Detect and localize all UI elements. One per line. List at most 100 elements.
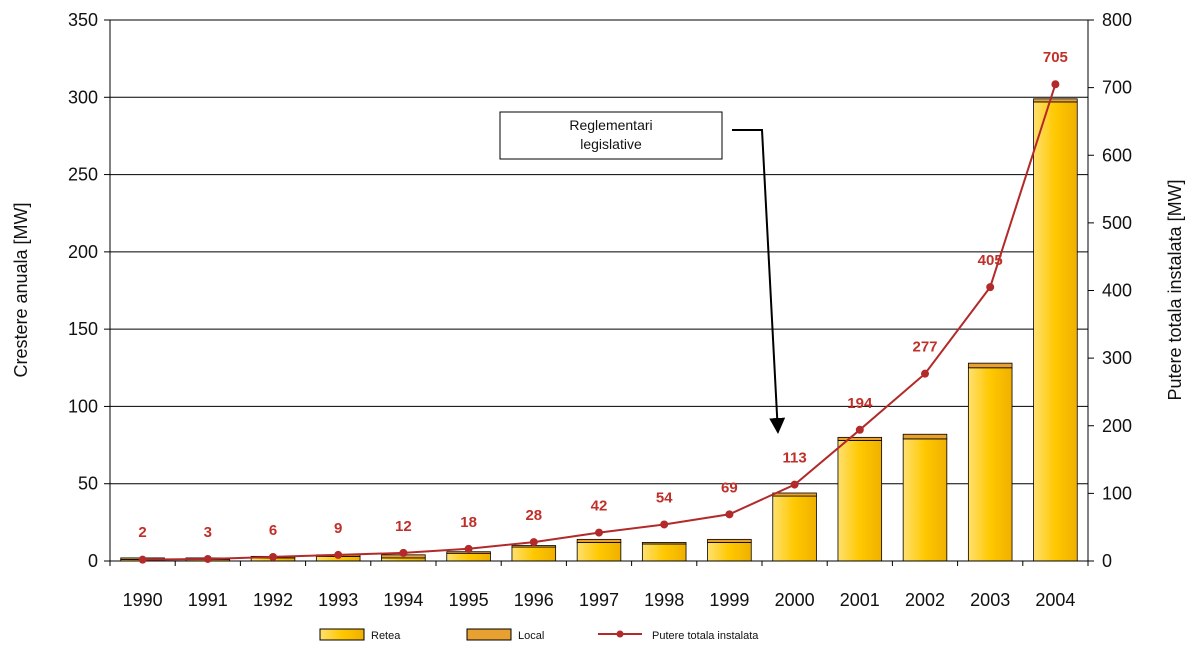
data-label-2002: 277 <box>912 339 937 356</box>
point-1998 <box>660 520 669 529</box>
bar-retea-1996 <box>511 546 557 562</box>
x-tick-2003: 2003 <box>970 590 1010 610</box>
y-tick-200: 200 <box>68 242 98 262</box>
legend-label-retea: Retea <box>371 630 401 642</box>
bar-local-2000 <box>772 492 817 497</box>
point-1990 <box>138 555 147 564</box>
point-2003 <box>986 283 995 292</box>
point-2002 <box>921 369 929 378</box>
data-label-2003: 405 <box>978 252 1003 269</box>
point-1996 <box>529 538 538 547</box>
legend-swatch-marker <box>616 630 624 638</box>
y2-tick-400: 400 <box>1102 281 1132 301</box>
bar-retea-2002 <box>902 438 948 562</box>
point-1994 <box>399 548 408 557</box>
point-2001 <box>855 425 864 434</box>
bar-local-2003 <box>967 362 1013 369</box>
bar-retea-2000 <box>772 495 817 562</box>
x-tick-2004: 2004 <box>1035 590 1075 610</box>
x-tick-2000: 2000 <box>775 590 815 610</box>
y-tick-300: 300 <box>68 87 98 107</box>
point-1992 <box>269 552 277 561</box>
x-tick-1994: 1994 <box>383 590 423 610</box>
line-series <box>138 80 1060 564</box>
y-tick-150: 150 <box>68 319 98 339</box>
point-1995 <box>464 544 473 553</box>
y2-tick-800: 800 <box>1102 10 1132 30</box>
data-label-1991: 3 <box>204 524 212 541</box>
bar-retea-1997 <box>576 542 622 562</box>
bar-retea-1995 <box>446 552 491 562</box>
x-tick-1992: 1992 <box>253 590 293 610</box>
data-label-1990: 2 <box>138 524 146 541</box>
y-axis-ticks: 0 50 100 150 200 250 300 350 <box>68 10 110 571</box>
y-tick-100: 100 <box>68 396 98 416</box>
x-tick-1996: 1996 <box>514 590 554 610</box>
annotation-line2: legislative <box>580 136 642 152</box>
data-label-1992: 6 <box>269 522 277 539</box>
data-label-1994: 12 <box>395 518 412 535</box>
y2-tick-700: 700 <box>1102 78 1132 98</box>
bar-local-2004 <box>1033 98 1078 103</box>
y2-tick-100: 100 <box>1102 483 1132 503</box>
y2-tick-600: 600 <box>1102 145 1132 165</box>
x-tick-1995: 1995 <box>449 590 489 610</box>
legend-label-local: Local <box>518 630 544 642</box>
point-1999 <box>725 510 734 519</box>
data-label-2000: 113 <box>782 450 806 467</box>
point-1997 <box>595 528 603 537</box>
y2-tick-0: 0 <box>1102 551 1112 571</box>
y2-tick-200: 200 <box>1102 416 1132 436</box>
data-label-1997: 42 <box>591 498 608 515</box>
data-label-1999: 69 <box>721 479 738 496</box>
y-axis-title: Crestere anuala [MW] <box>11 202 31 377</box>
annotation-arrow <box>732 129 786 434</box>
point-2000 <box>790 480 799 489</box>
bar-local-2001 <box>837 436 883 441</box>
point-2004 <box>1051 80 1060 89</box>
x-tick-2002: 2002 <box>905 590 945 610</box>
point-1993 <box>334 550 343 559</box>
bar-local-1998 <box>641 542 687 545</box>
data-label-1996: 28 <box>525 507 542 524</box>
bar-local-1999 <box>707 538 752 543</box>
data-label-1995: 18 <box>460 514 477 531</box>
legend-swatch-local <box>466 628 512 641</box>
annotation-line1: Reglementari <box>569 117 652 133</box>
data-label-2004: 705 <box>1043 49 1068 66</box>
x-tick-1997: 1997 <box>579 590 619 610</box>
y-tick-350: 350 <box>68 10 98 30</box>
data-label-1993: 9 <box>334 520 342 537</box>
legend: Retea Local Putere totala instalata <box>319 628 759 642</box>
bar-local-2002 <box>902 433 948 440</box>
y-tick-250: 250 <box>68 165 98 185</box>
y2-tick-500: 500 <box>1102 213 1132 233</box>
point-1991 <box>203 554 212 563</box>
x-tick-1990: 1990 <box>123 590 163 610</box>
x-tick-1991: 1991 <box>188 590 228 610</box>
bar-retea-1999 <box>707 542 752 562</box>
bars <box>120 98 1078 562</box>
data-label-1998: 54 <box>656 489 673 506</box>
bar-retea-1998 <box>641 543 687 562</box>
y-tick-0: 0 <box>88 551 98 571</box>
x-tick-1993: 1993 <box>318 590 358 610</box>
legend-label-line: Putere totala instalata <box>652 630 759 642</box>
legend-swatch-retea <box>319 628 365 641</box>
annotation: Reglementari legislative <box>499 111 786 434</box>
x-axis-ticks: 1990 1991 1992 1993 1994 1995 1996 1997 1998 1999… <box>109 561 1089 610</box>
bar-local-1997 <box>576 538 622 543</box>
x-tick-1999: 1999 <box>709 590 749 610</box>
x-tick-1998: 1998 <box>644 590 684 610</box>
data-label-2001: 194 <box>847 395 873 412</box>
bar-retea-2001 <box>837 440 883 562</box>
bar-retea-2004 <box>1033 101 1078 562</box>
x-tick-2001: 2001 <box>840 590 880 610</box>
y2-axis-title: Putere totala instalata [MW] <box>1165 179 1185 400</box>
annotation-box <box>499 111 723 160</box>
y2-tick-300: 300 <box>1102 348 1132 368</box>
y-tick-50: 50 <box>78 474 98 494</box>
bar-retea-2003 <box>967 367 1013 562</box>
